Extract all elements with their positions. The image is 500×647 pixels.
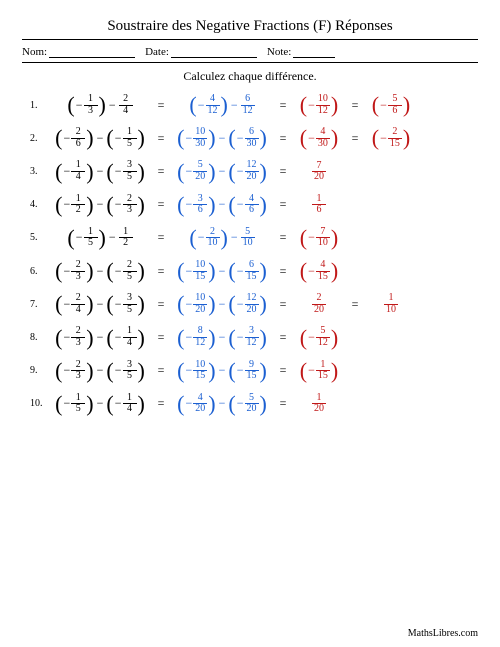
underline-date: [171, 46, 257, 58]
instruction: Calculez chaque différence.: [22, 69, 478, 84]
worksheet-page: Soustraire des Negative Fractions (F) Ré…: [0, 0, 500, 647]
problem-number: 7.: [30, 299, 48, 310]
problem-row: 7.−24−−35=−1020−−1220=220=110: [30, 293, 478, 315]
problem-number: 3.: [30, 166, 48, 177]
rule-bottom: [22, 62, 478, 63]
label-note: Note:: [267, 46, 291, 58]
problem-number: 2.: [30, 133, 48, 144]
meta-row: Nom: Date: Note:: [22, 46, 478, 58]
problem-row: 10.−15−−14=−420−−520=120: [30, 393, 478, 415]
meta-note: Note:: [267, 46, 335, 58]
underline-note: [293, 46, 335, 58]
problems-list: 1.−13−24=−412−612=−1012=−56 2.−26−−15=−10…: [22, 94, 478, 415]
problem-number: 8.: [30, 332, 48, 343]
problem-number: 5.: [30, 232, 48, 243]
rule-top: [22, 39, 478, 40]
label-date: Date:: [145, 46, 169, 58]
meta-name: Nom:: [22, 46, 135, 58]
problem-number: 10.: [30, 398, 48, 409]
problem-row: 3.−14−−35=−520−−1220=720: [30, 160, 478, 182]
problem-row: 4.−12−−23=−36−−46=16: [30, 194, 478, 216]
problem-number: 6.: [30, 266, 48, 277]
problem-number: 4.: [30, 199, 48, 210]
label-name: Nom:: [22, 46, 47, 58]
problem-row: 6.−23−−25=−1015−−615=−415: [30, 260, 478, 282]
underline-name: [49, 46, 135, 58]
problem-row: 5.−15−12=−210−510=−710: [30, 227, 478, 249]
problem-row: 1.−13−24=−412−612=−1012=−56: [30, 94, 478, 116]
problem-row: 8.−23−−14=−812−−312=−512: [30, 326, 478, 348]
problem-number: 9.: [30, 365, 48, 376]
problem-number: 1.: [30, 100, 48, 111]
page-title: Soustraire des Negative Fractions (F) Ré…: [22, 18, 478, 35]
footer: MathsLibres.com: [408, 628, 478, 639]
problem-row: 9.−23−−35=−1015−−915=−115: [30, 360, 478, 382]
meta-date: Date:: [145, 46, 257, 58]
problem-row: 2.−26−−15=−1030−−630=−430=−215: [30, 127, 478, 149]
